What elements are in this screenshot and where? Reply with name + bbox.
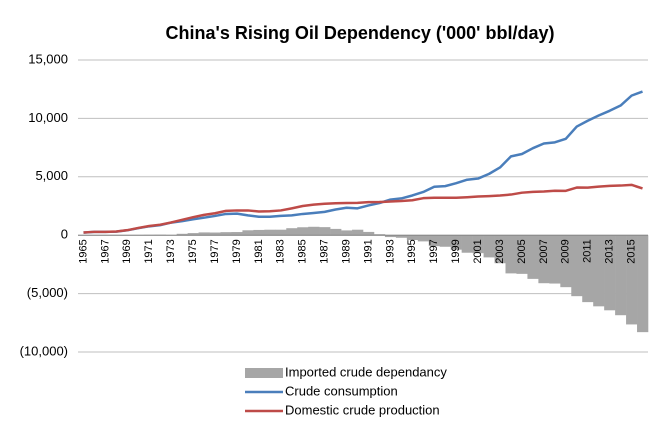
bar [428,235,441,247]
bar [330,228,342,236]
x-tick-label: 1985 [297,239,309,263]
bar [439,235,451,247]
bar [384,235,397,238]
bar [615,235,627,316]
bar [593,235,605,307]
y-tick-label: 10,000 [28,110,68,125]
x-tick-label: 1973 [165,239,177,263]
legend-label: Crude consumption [285,383,398,398]
x-tick-label: 1977 [209,239,221,263]
x-tick-label: 2009 [560,239,572,263]
x-tick-label: 2003 [494,239,506,263]
bar [483,235,495,258]
x-tick-label: 1965 [77,239,89,263]
bar [242,230,254,236]
x-tick-label: 1969 [121,239,133,263]
x-tick-label: 1991 [362,239,374,263]
bar [297,227,309,236]
bar [505,235,517,274]
bar [626,235,638,325]
x-tick-label: 2001 [472,239,484,263]
x-tick-label: 2013 [604,239,616,263]
bar [527,235,539,279]
bar [363,231,375,236]
bar [395,235,408,238]
bar [560,235,572,288]
x-tick-label: 1967 [99,239,111,263]
bar [275,229,287,236]
bar [286,228,298,236]
x-tick-label: 1981 [253,239,265,263]
x-tick-label: 1979 [231,239,243,263]
line [83,183,643,234]
legend-label: Imported crude dependancy [285,364,447,379]
x-tick-label: 2011 [582,239,594,263]
x-tick-label: 1993 [384,239,396,263]
bar [176,233,188,236]
line [83,90,643,234]
legend-label: Domestic crude production [285,402,440,417]
x-tick-label: 1971 [143,239,155,263]
bar [450,235,462,250]
bar [231,232,243,236]
bar [198,232,210,236]
x-tick-label: 1975 [187,239,199,263]
bar [582,235,594,303]
bar [220,232,232,236]
bar [637,235,649,333]
legend-swatch [245,368,283,378]
y-tick-label: (5,000) [27,285,68,300]
bar [549,235,561,284]
y-tick-label: 15,000 [28,51,68,66]
x-tick-label: 1995 [406,239,418,263]
x-tick-label: 1983 [275,239,287,263]
chart-title: China's Rising Oil Dependency ('000' bbl… [166,23,555,43]
x-tick-label: 1999 [450,239,462,263]
x-tick-label: 2005 [516,239,528,263]
bar [472,235,484,254]
bar [494,235,506,264]
x-tick-label: 1987 [319,239,331,263]
x-tick-label: 2015 [625,239,637,263]
bar [319,227,331,236]
bar [406,235,419,240]
bar [352,229,364,236]
x-tick-label: 2007 [538,239,550,263]
bar [604,235,616,311]
bar [373,234,386,236]
bar [187,233,199,236]
bar [209,232,221,236]
y-tick-label: 5,000 [35,168,68,183]
bar [417,235,430,242]
y-tick-label: (10,000) [20,343,68,358]
x-tick-label: 1997 [428,239,440,263]
x-tick-label: 1989 [340,239,352,263]
bar [461,235,473,253]
bar [516,235,528,274]
y-tick-label: 0 [61,227,68,242]
bar [253,229,265,236]
bar [538,235,550,284]
bar [571,235,583,297]
bar [264,229,276,236]
bar [308,226,320,236]
bar [341,230,353,236]
